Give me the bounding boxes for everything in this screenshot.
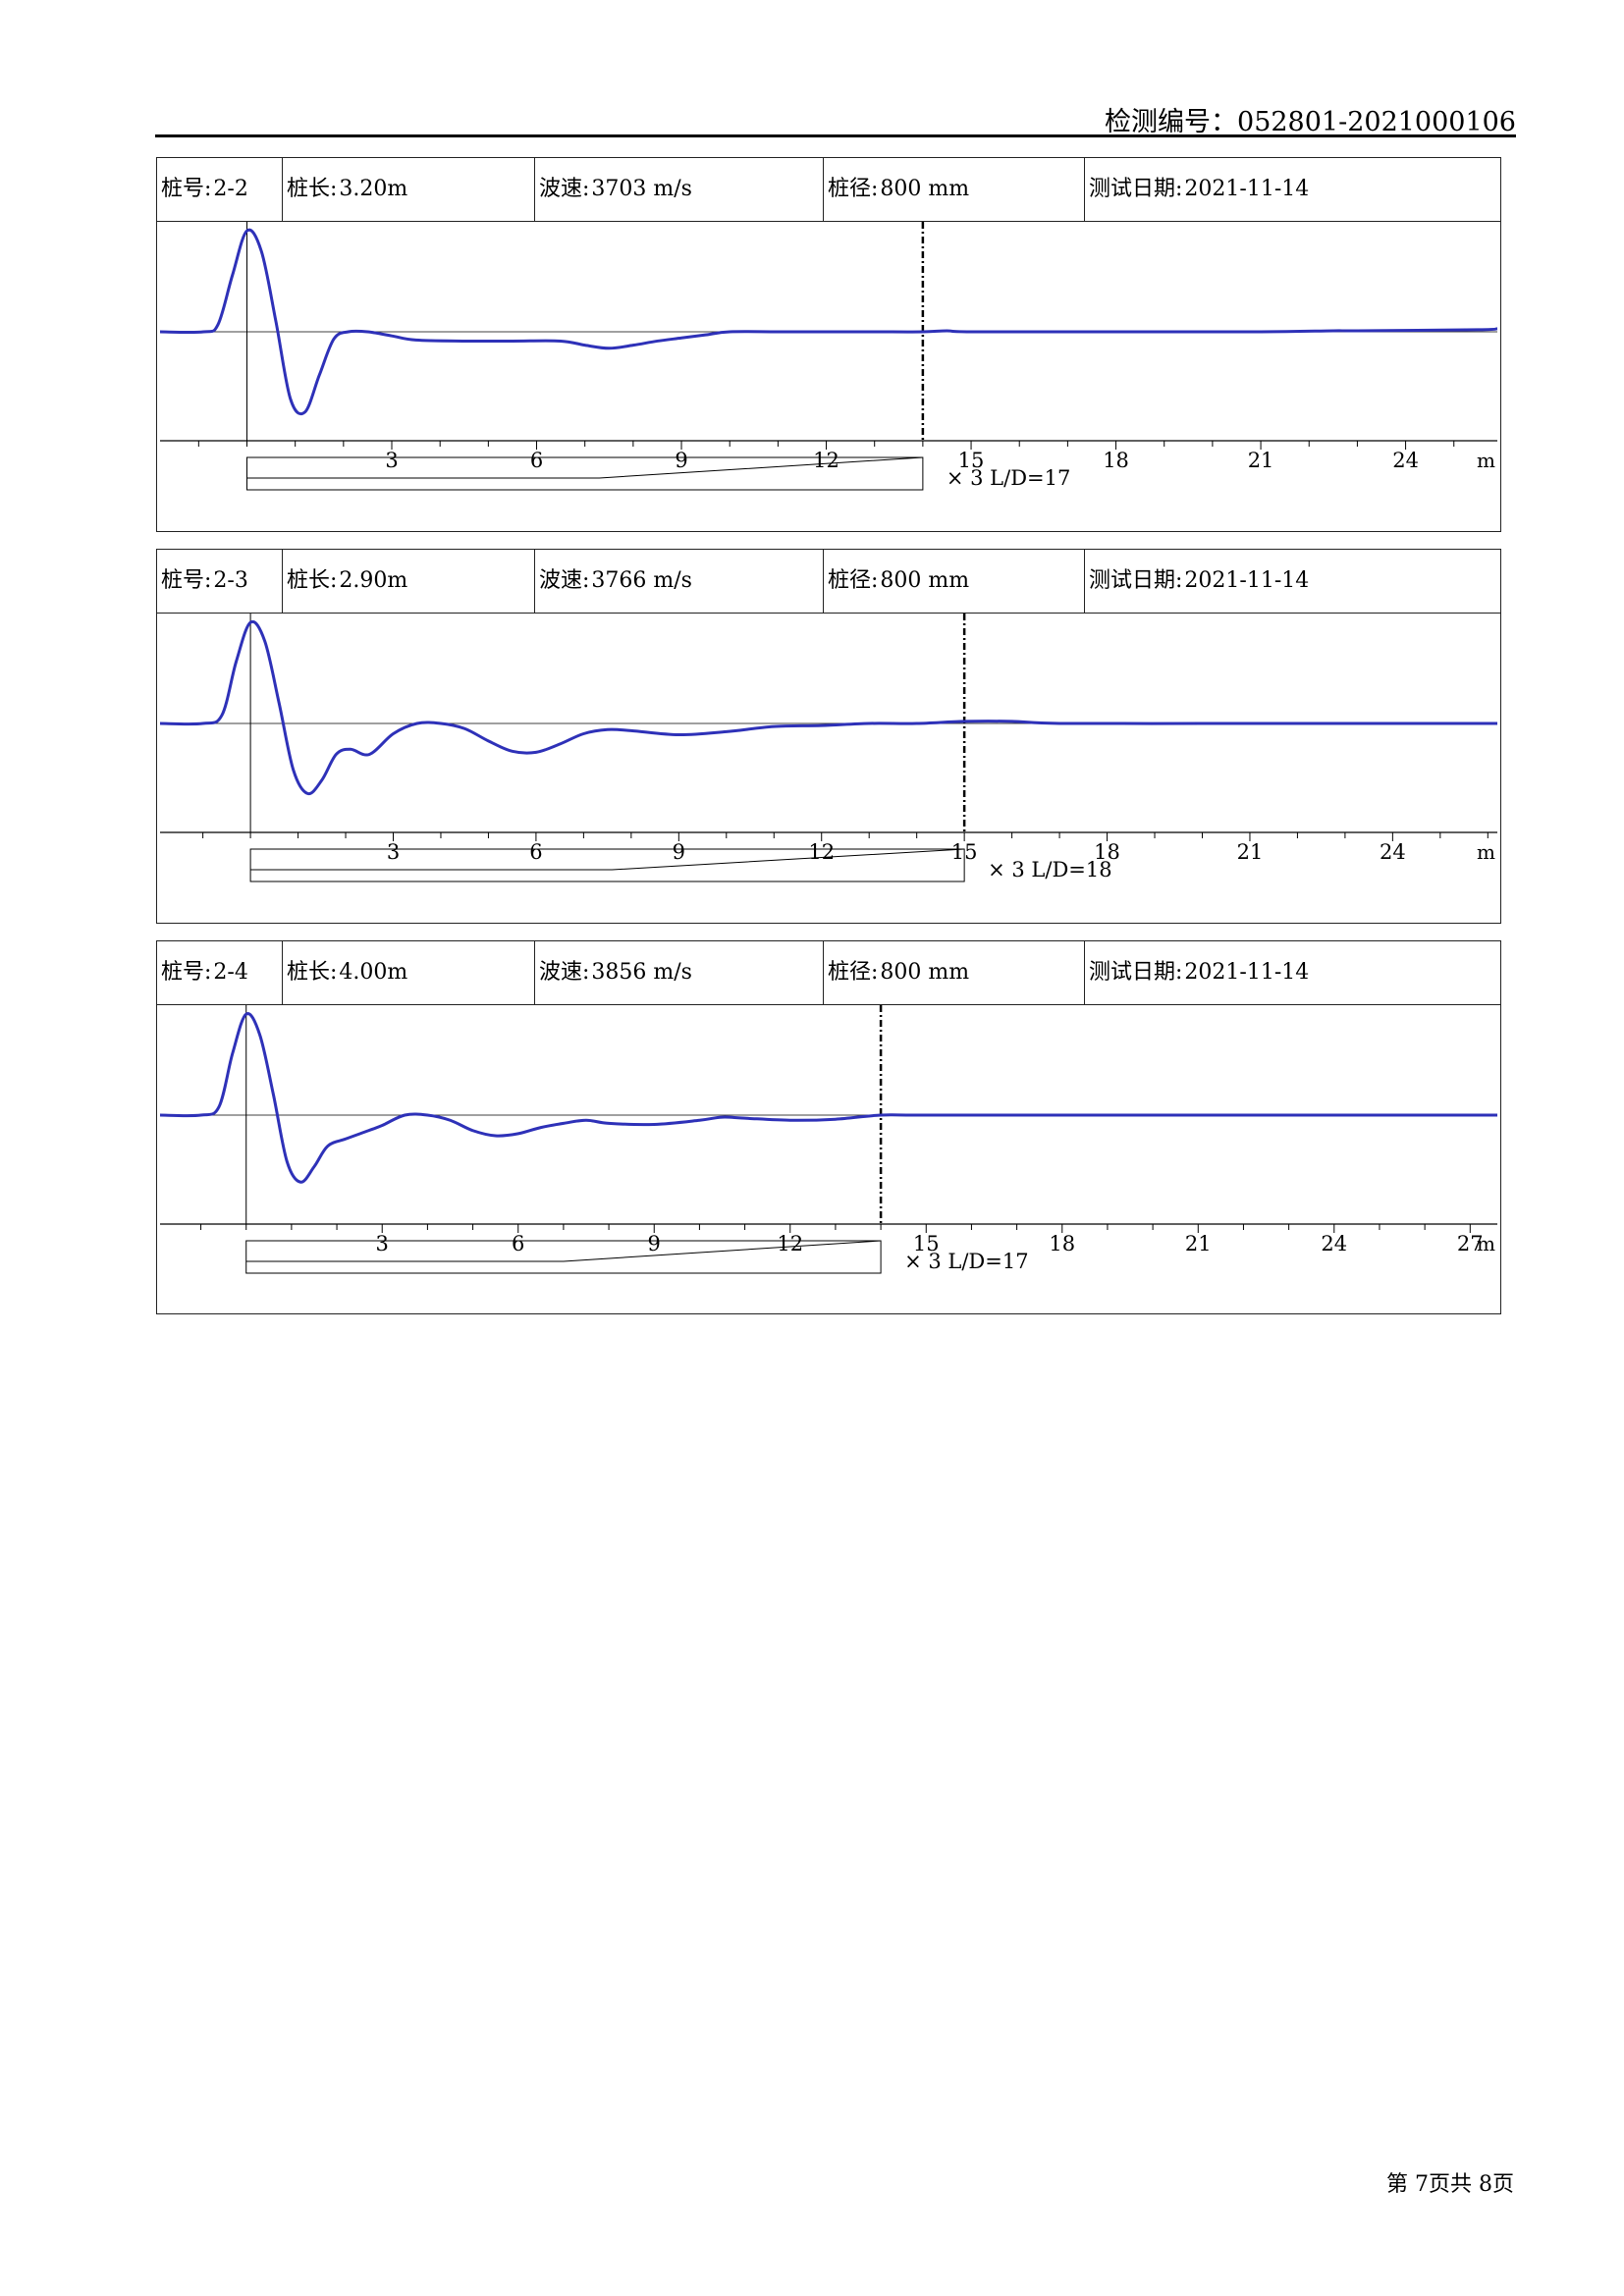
pile-no-label: 桩号: — [161, 177, 212, 201]
pile-diameter-cell: 桩径:800 mm — [824, 941, 1085, 1004]
amplification-label: × 3 L/D=18 — [988, 858, 1111, 881]
pile-no-label: 桩号: — [161, 960, 212, 985]
test-date-cell: 测试日期:2021-11-14 — [1085, 550, 1500, 613]
x-tick-label: 3 — [387, 840, 400, 864]
pile-length-label: 桩长: — [287, 960, 338, 985]
x-tick-label: 18 — [1103, 449, 1129, 472]
x-tick-label: 21 — [1237, 840, 1264, 864]
x-tick-label: 21 — [1248, 449, 1274, 472]
test-date-cell: 测试日期:2021-11-14 — [1085, 158, 1500, 221]
x-tick-label: 24 — [1380, 840, 1406, 864]
x-tick-label: 12 — [813, 449, 839, 472]
x-tick-label: 18 — [1049, 1232, 1075, 1255]
waveform-chart: 3 6 9 12 15 18 21 24 m× 3 L/D=18 — [159, 614, 1497, 882]
pile-no-value: 2-3 — [213, 568, 248, 593]
x-unit-label: m — [1477, 449, 1495, 472]
pile-diameter-value: 800 mm — [880, 568, 970, 593]
header-rule — [155, 134, 1516, 137]
waveform-trace — [159, 619, 1497, 796]
pile-diameter-value: 800 mm — [880, 177, 970, 201]
test-date-cell: 测试日期:2021-11-14 — [1085, 941, 1500, 1004]
pile-length-label: 桩长: — [287, 177, 338, 201]
pile-no-value: 2-4 — [213, 960, 248, 985]
test-date-label: 测试日期: — [1089, 177, 1183, 201]
wave-speed-label: 波速: — [539, 568, 590, 593]
test-date-label: 测试日期: — [1089, 960, 1183, 985]
amplification-ramp — [250, 848, 965, 871]
test-date-label: 测试日期: — [1089, 568, 1183, 593]
amplification-box — [245, 1240, 882, 1274]
page-footer: 第 7页共 8页 — [1386, 2172, 1514, 2197]
pile-length-value: 3.20m — [339, 177, 408, 201]
amplification-ramp — [246, 456, 923, 479]
report-number: 检测编号：052801-2021000106 — [1105, 107, 1516, 137]
pile-length-value: 4.00m — [339, 960, 408, 985]
pile-no-label: 桩号: — [161, 568, 212, 593]
test-date-value: 2021-11-14 — [1184, 960, 1310, 985]
info-row: 桩号:2-3 桩长:2.90m 波速:3766 m/s 桩径:800 mm 测试… — [157, 550, 1500, 614]
wave-speed-label: 波速: — [539, 960, 590, 985]
pile-no-cell: 桩号:2-2 — [157, 158, 283, 221]
pile-diameter-cell: 桩径:800 mm — [824, 550, 1085, 613]
test-date-value: 2021-11-14 — [1184, 177, 1310, 201]
x-tick-label: 6 — [512, 1232, 524, 1255]
pile-length-label: 桩长: — [287, 568, 338, 593]
pile-diameter-label: 桩径: — [828, 960, 879, 985]
pile-length-cell: 桩长:3.20m — [283, 158, 535, 221]
x-tick-label: 9 — [675, 449, 687, 472]
wave-speed-cell: 波速:3703 m/s — [535, 158, 824, 221]
pile-no-cell: 桩号:2-3 — [157, 550, 283, 613]
waveform-chart: 3 6 9 12 15 18 21 24 27m × 3 L/D=17 — [159, 1005, 1497, 1274]
pile-diameter-value: 800 mm — [880, 960, 970, 985]
x-tick-label: 24 — [1392, 449, 1419, 472]
x-tick-label: 9 — [648, 1232, 661, 1255]
x-unit-label: m — [1477, 840, 1495, 864]
pile-length-cell: 桩长:4.00m — [283, 941, 535, 1004]
waveform-chart: 3 6 9 12 15 18 21 24 m × 3 L/D=17 — [159, 222, 1498, 491]
amplification-label: × 3 L/D=17 — [947, 466, 1070, 490]
pile-no-value: 2-2 — [213, 177, 248, 201]
info-row: 桩号:2-4 桩长:4.00m 波速:3856 m/s 桩径:800 mm 测试… — [157, 941, 1500, 1005]
pile-diameter-cell: 桩径:800 mm — [824, 158, 1085, 221]
wave-speed-value: 3703 m/s — [591, 177, 692, 201]
amplification-ramp — [245, 1240, 882, 1262]
pile-panel-1: 桩号:2-2 桩长:3.20m 波速:3703 m/s 桩径:800 mm 测试… — [156, 157, 1501, 532]
info-row: 桩号:2-2 桩长:3.20m 波速:3703 m/s 桩径:800 mm 测试… — [157, 158, 1500, 222]
x-tick-label: 15 — [913, 1232, 940, 1255]
x-tick-label: 3 — [376, 1232, 389, 1255]
wave-speed-cell: 波速:3766 m/s — [535, 550, 824, 613]
amplification-box — [246, 456, 924, 491]
waveform-trace — [159, 1012, 1497, 1184]
pile-diameter-label: 桩径: — [828, 177, 879, 201]
pile-length-cell: 桩长:2.90m — [283, 550, 535, 613]
test-date-value: 2021-11-14 — [1184, 568, 1310, 593]
report-header: 检测编号：052801-2021000106 — [155, 98, 1516, 137]
x-unit-label: m — [1477, 1232, 1495, 1255]
pile-diameter-label: 桩径: — [828, 568, 879, 593]
pile-no-cell: 桩号:2-4 — [157, 941, 283, 1004]
wave-speed-value: 3856 m/s — [591, 960, 692, 985]
x-tick-label: 21 — [1185, 1232, 1212, 1255]
x-tick-label: 6 — [530, 449, 543, 472]
x-tick-label: 15 — [958, 449, 985, 472]
x-tick-label: 9 — [673, 840, 685, 864]
x-tick-label: 24 — [1321, 1232, 1347, 1255]
wave-speed-value: 3766 m/s — [591, 568, 692, 593]
wave-speed-cell: 波速:3856 m/s — [535, 941, 824, 1004]
x-tick-label: 18 — [1094, 840, 1120, 864]
waveform-trace — [159, 228, 1498, 416]
pile-panel-3: 桩号:2-4 桩长:4.00m 波速:3856 m/s 桩径:800 mm 测试… — [156, 940, 1501, 1314]
x-tick-label: 12 — [808, 840, 835, 864]
pile-length-value: 2.90m — [339, 568, 408, 593]
wave-speed-label: 波速: — [539, 177, 590, 201]
x-tick-label: 27 — [1457, 1232, 1484, 1255]
x-tick-label: 3 — [385, 449, 398, 472]
x-tick-label: 12 — [777, 1232, 803, 1255]
amplification-label: × 3 L/D=17 — [904, 1250, 1028, 1273]
x-tick-label: 6 — [529, 840, 542, 864]
amplification-box — [249, 848, 965, 882]
pile-panel-2: 桩号:2-3 桩长:2.90m 波速:3766 m/s 桩径:800 mm 测试… — [156, 549, 1501, 924]
